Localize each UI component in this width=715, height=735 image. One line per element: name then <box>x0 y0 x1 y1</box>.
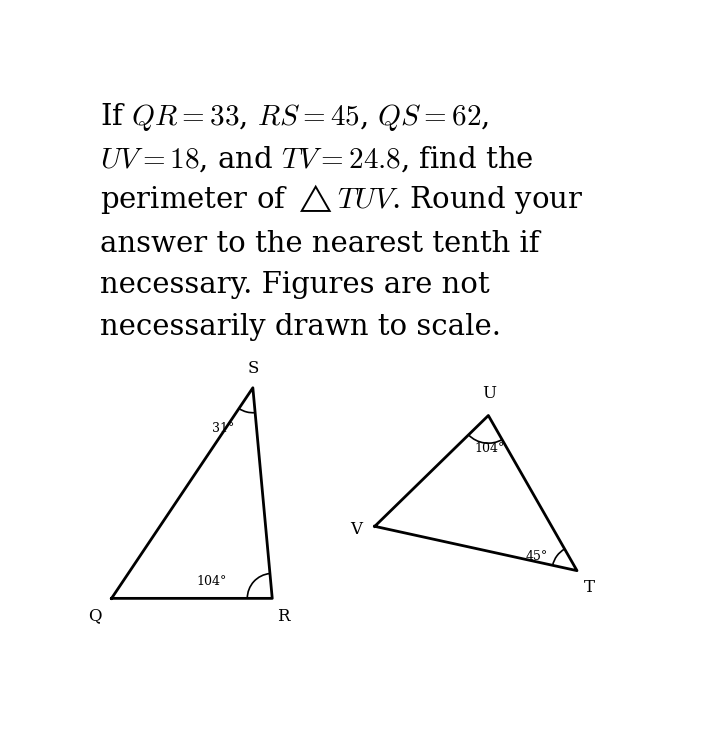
Text: answer to the nearest tenth if: answer to the nearest tenth if <box>100 229 540 257</box>
Text: 31°: 31° <box>212 422 235 435</box>
Text: 104°: 104° <box>197 576 227 589</box>
Text: necessary. Figures are not: necessary. Figures are not <box>100 271 490 299</box>
Text: V: V <box>350 520 362 537</box>
Text: S: S <box>247 359 259 377</box>
Text: necessarily drawn to scale.: necessarily drawn to scale. <box>100 312 501 341</box>
Text: 45°: 45° <box>526 551 548 564</box>
Text: U: U <box>483 384 496 401</box>
Text: 104°: 104° <box>475 442 505 455</box>
Text: perimeter of $\triangle TUV$. Round your: perimeter of $\triangle TUV$. Round your <box>100 182 583 216</box>
Text: T: T <box>583 579 595 596</box>
Text: $UV = 18$, and $TV = 24.8$, find the: $UV = 18$, and $TV = 24.8$, find the <box>100 145 534 174</box>
Text: If $QR = 33$, $RS = 45$, $QS = 62$,: If $QR = 33$, $RS = 45$, $QS = 62$, <box>100 101 490 133</box>
Text: R: R <box>277 608 289 625</box>
Text: Q: Q <box>88 606 102 624</box>
